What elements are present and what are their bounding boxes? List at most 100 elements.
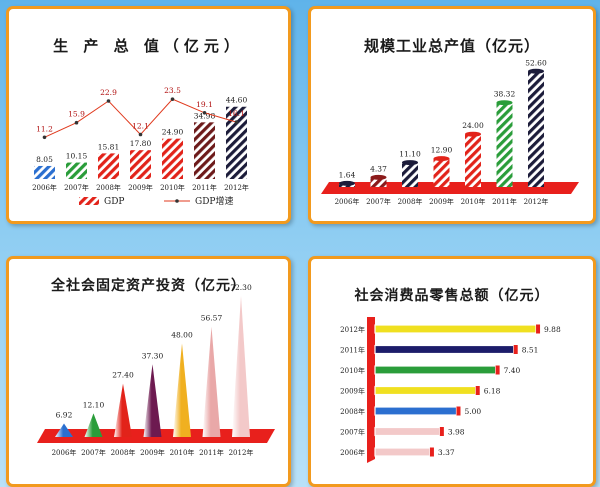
industrial-bar-label: 12.90: [431, 146, 453, 155]
gdp-growth-point: [42, 135, 47, 140]
gdp-x-tick: 2007年: [64, 183, 89, 192]
investment-cone: [232, 296, 250, 437]
gdp-growth-label: 23.5: [164, 86, 181, 95]
gdp-bar: [162, 138, 183, 179]
gdp-growth-label: 15.9: [68, 110, 85, 119]
industrial-bar: [433, 158, 450, 187]
gdp-x-tick: 2011年: [192, 183, 217, 192]
investment-cone: [173, 343, 191, 437]
retail-bar-label: 8.51: [522, 346, 539, 355]
investment-x-tick: 2010年: [170, 448, 195, 457]
gdp-bar-label: 24.90: [162, 128, 184, 137]
retail-y-tick: 2007年: [340, 428, 365, 437]
investment-x-tick: 2012年: [229, 448, 254, 457]
investment-cone: [202, 326, 221, 437]
gdp-bar-label: 8.05: [36, 155, 53, 164]
retail-bar-endcap: [513, 345, 518, 354]
retail-bar: [374, 385, 477, 396]
fixed-investment-panel: 全社会固定资产投资（亿元） 6.92 2006年 12.10 2007年 27.40 20…: [6, 256, 291, 487]
investment-cone: [55, 423, 73, 437]
retail-y-tick: 2012年: [340, 325, 365, 334]
industrial-bar-cap: [370, 174, 387, 180]
retail-bar-label: 7.40: [504, 366, 521, 375]
industrial-x-tick: 2012年: [524, 197, 549, 206]
gdp-growth-point: [106, 99, 111, 103]
industrial-bar: [496, 102, 513, 187]
retail-bar-label: 5.00: [465, 407, 482, 416]
investment-cone-label: 48.00: [171, 330, 193, 339]
gdp-x-tick: 2009年: [128, 183, 153, 192]
industrial-bar-label: 4.37: [370, 164, 387, 173]
investment-cone-label: 56.57: [201, 314, 223, 323]
industrial-output-chart: 1.64 2006年 4.37 2007年 11.10 2008年 12.90 2009年 24…: [321, 58, 579, 206]
industrial-bar-cap: [339, 180, 355, 186]
fixed-investment-title: 全社会固定资产投资（亿元）: [51, 278, 246, 294]
gdp-x-tick: 2008年: [96, 183, 121, 192]
investment-cone-label: 12.10: [83, 400, 105, 409]
industrial-bar-cap: [465, 131, 481, 137]
industrial-bar-cap: [433, 156, 450, 162]
industrial-bar-cap: [496, 100, 513, 106]
investment-x-tick: 2007年: [81, 448, 106, 457]
industrial-bar-label: 24.00: [462, 121, 484, 130]
retail-bar-endcap: [475, 386, 480, 395]
legend-gdp-label: GDP: [104, 197, 124, 207]
retail-bar-endcap: [495, 365, 500, 375]
fixed-investment-chart: 6.92 2006年 12.10 2007年 27.40 2008年 37.30 2009年 4…: [37, 283, 275, 457]
gdp-growth-label: 22.9: [100, 88, 117, 97]
retail-bar: [374, 344, 515, 355]
gdp-chart: 8.05 2006年 10.15 2007年 15.81 2008年 17.80 2009年 2…: [32, 86, 249, 207]
gdp-bar: [98, 153, 119, 179]
retail-bar: [374, 406, 458, 416]
retail-bar-label: 3.37: [438, 448, 455, 457]
investment-cone-label: 27.40: [112, 371, 134, 380]
gdp-bar-label: 10.15: [66, 152, 88, 161]
gdp-growth-point: [138, 132, 143, 137]
gdp-growth-point: [202, 110, 207, 115]
industrial-bar-cap: [528, 68, 544, 74]
investment-x-tick: 2008年: [111, 448, 136, 457]
gdp-bar-label: 44.60: [226, 96, 248, 105]
gdp-bar-label: 17.80: [130, 139, 152, 148]
investment-x-tick: 2006年: [52, 448, 77, 457]
retail-sales-chart: 2012年 9.88 2011年 8.51 2010年 7.40 2009年 6.18 2008…: [340, 317, 561, 463]
gdp-growth-point: [74, 120, 79, 125]
investment-cone: [84, 413, 103, 437]
retail-bar: [374, 365, 497, 375]
retail-y-tick: 2011年: [340, 346, 365, 355]
gdp-chart-title: 生 产 总 值（亿元）: [53, 37, 244, 55]
investment-cone-label: 37.30: [142, 351, 164, 360]
gdp-x-tick: 2012年: [224, 183, 249, 192]
legend-growth-marker: [175, 199, 179, 203]
gdp-x-tick: 2010年: [160, 183, 185, 192]
industrial-bar-cap: [402, 160, 418, 166]
retail-bar-label: 6.18: [484, 387, 501, 396]
gdp-bar: [66, 162, 87, 179]
industrial-output-title: 规模工业总产值（亿元）: [363, 37, 540, 55]
industrial-bar-label: 11.10: [399, 150, 421, 159]
industrial-bar-label: 1.64: [339, 170, 356, 179]
gdp-panel: 生 产 总 值（亿元） 8.05 2006年 10.15 2007年 15.81 2008…: [6, 6, 291, 224]
industrial-bar: [465, 134, 481, 187]
gdp-growth-label: 19.1: [196, 100, 213, 109]
gdp-growth-label: 12.1: [132, 121, 149, 130]
gdp-bar: [194, 122, 215, 179]
gdp-growth-label: 11.2: [36, 124, 53, 133]
gdp-bar: [34, 165, 55, 179]
industrial-x-tick: 2011年: [492, 197, 517, 206]
gdp-x-tick: 2006年: [32, 183, 57, 192]
investment-cone-label: 72.30: [230, 283, 252, 292]
retail-bar-endcap: [456, 406, 461, 416]
industrial-x-tick: 2006年: [335, 197, 360, 206]
gdp-growth-label: 16.1: [228, 109, 245, 118]
industrial-x-tick: 2009年: [429, 197, 454, 206]
retail-bar: [374, 324, 537, 334]
investment-cone: [143, 364, 162, 437]
legend-growth-label: GDP增速: [195, 195, 233, 207]
retail-y-tick: 2006年: [340, 448, 365, 457]
industrial-bar-label: 52.60: [525, 58, 547, 67]
retail-y-tick: 2009年: [340, 387, 365, 396]
retail-bar-label: 3.98: [448, 428, 465, 437]
industrial-bar: [528, 71, 544, 187]
industrial-x-tick: 2008年: [398, 197, 423, 206]
